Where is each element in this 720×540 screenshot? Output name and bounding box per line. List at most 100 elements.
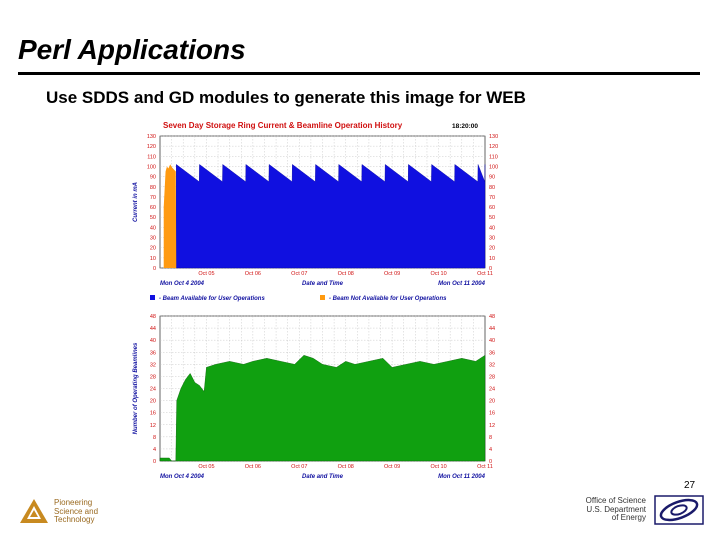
x-tick-label: Oct 08	[338, 271, 354, 277]
x-tick-label: Oct 09	[384, 464, 400, 470]
y-tick-label: 0	[153, 266, 156, 272]
chart-timestamp: 18:20:00	[452, 123, 478, 130]
footer-right-line: of Energy	[611, 513, 646, 522]
doe-office-logo-icon	[654, 495, 704, 525]
y-tick-label-right: 90	[489, 175, 495, 181]
y-tick-label-right: 30	[489, 236, 495, 242]
y-tick-label-right: 40	[489, 338, 495, 344]
footer-right: Office of Science U.S. Department of Ene…	[585, 496, 646, 523]
series-beam-available	[176, 164, 486, 269]
y-tick-label: 10	[150, 256, 156, 262]
laboratory-logo-icon	[20, 499, 48, 523]
x-tick-label: Oct 06	[245, 464, 261, 470]
x-tick-label: Oct 11	[477, 271, 493, 277]
x-end-label: Mon Oct 11 2004	[438, 474, 486, 480]
x-end-label: Mon Oct 11 2004	[438, 281, 486, 287]
x-tick-label: Oct 07	[291, 464, 307, 470]
y-tick-label: 4	[153, 447, 156, 453]
y-tick-label: 0	[153, 459, 156, 465]
slide-bullet: Use SDDS and GD modules to generate this…	[46, 88, 526, 107]
legend-label: - Beam Not Available for User Operations	[329, 296, 447, 302]
y-tick-label-right: 28	[489, 374, 495, 380]
y-tick-label-right: 16	[489, 411, 495, 417]
y-tick-label: 100	[147, 164, 156, 170]
slide-title: Perl Applications	[18, 34, 246, 65]
y-tick-label-right: 8	[489, 435, 492, 441]
footer-right-line: Office of Science	[585, 496, 646, 505]
chart-title: Seven Day Storage Ring Current & Beamlin…	[163, 121, 403, 130]
y-tick-label: 90	[150, 175, 156, 181]
y-tick-label: 50	[150, 215, 156, 221]
y-tick-label-right: 70	[489, 195, 495, 201]
y-tick-label: 20	[150, 399, 156, 405]
footer-left-line: Science and	[54, 506, 99, 516]
y-tick-label-right: 50	[489, 215, 495, 221]
y-tick-label-right: 10	[489, 256, 495, 262]
x-axis-label: Date and Time	[302, 474, 344, 480]
y-tick-label-right: 20	[489, 399, 495, 405]
storage-ring-figure: Seven Day Storage Ring Current & Beamlin…	[130, 113, 500, 488]
y-tick-label-right: 44	[489, 326, 495, 332]
y-tick-label-right: 110	[489, 154, 498, 160]
y-tick-label: 48	[150, 314, 156, 320]
y-tick-label-right: 40	[489, 225, 495, 231]
x-start-label: Mon Oct 4 2004	[160, 474, 205, 480]
x-tick-label: Oct 09	[384, 271, 400, 277]
y-tick-label-right: 60	[489, 205, 495, 211]
y-tick-label-right: 20	[489, 246, 495, 252]
y-tick-label-right: 100	[489, 164, 498, 170]
y-axis-label: Number of Operating Beamlines	[133, 342, 139, 434]
y-tick-label: 20	[150, 246, 156, 252]
title-divider	[18, 72, 700, 75]
x-start-label: Mon Oct 4 2004	[160, 281, 205, 287]
y-tick-label: 30	[150, 236, 156, 242]
y-tick-label: 28	[150, 374, 156, 380]
footer-left-line: Technology	[54, 515, 95, 524]
x-tick-label: Oct 05	[198, 271, 214, 277]
y-tick-label-right: 48	[489, 314, 495, 320]
y-tick-label: 130	[147, 134, 156, 140]
legend-swatch	[320, 295, 325, 300]
x-tick-label: Oct 06	[245, 271, 261, 277]
y-tick-label: 16	[150, 411, 156, 417]
y-tick-label-right: 0	[489, 459, 492, 465]
x-tick-label: Oct 10	[430, 271, 446, 277]
y-tick-label-right: 120	[489, 144, 498, 150]
x-axis-label: Date and Time	[302, 281, 344, 287]
footer-left: Pioneering Science and Technology	[54, 498, 99, 525]
y-tick-label: 40	[150, 225, 156, 231]
y-tick-label: 80	[150, 185, 156, 191]
y-tick-label: 12	[150, 423, 156, 429]
y-tick-label: 40	[150, 338, 156, 344]
y-tick-label: 36	[150, 350, 156, 356]
page-number: 27	[684, 480, 696, 491]
footer-left-line: Pioneering	[54, 498, 93, 507]
x-tick-label: Oct 07	[291, 271, 307, 277]
x-tick-label: Oct 08	[338, 464, 354, 470]
y-tick-label-right: 24	[489, 387, 495, 393]
y-tick-label: 60	[150, 205, 156, 211]
y-axis-label: Current in mA	[133, 182, 139, 222]
y-tick-label: 32	[150, 362, 156, 368]
y-tick-label: 44	[150, 326, 156, 332]
x-tick-label: Oct 05	[198, 464, 214, 470]
y-tick-label-right: 130	[489, 134, 498, 140]
y-tick-label-right: 36	[489, 350, 495, 356]
y-tick-label-right: 80	[489, 185, 495, 191]
y-tick-label-right: 4	[489, 447, 492, 453]
y-tick-label: 70	[150, 195, 156, 201]
y-tick-label-right: 12	[489, 423, 495, 429]
y-tick-label-right: 0	[489, 266, 492, 272]
y-tick-label: 24	[150, 387, 156, 393]
legend-label: - Beam Available for User Operations	[159, 296, 265, 302]
y-tick-label-right: 32	[489, 362, 495, 368]
x-tick-label: Oct 11	[477, 464, 493, 470]
x-tick-label: Oct 10	[430, 464, 446, 470]
footer-right-line: U.S. Department	[586, 504, 646, 514]
series-beam-not-available	[163, 164, 177, 268]
y-tick-label: 8	[153, 435, 156, 441]
legend-swatch	[150, 295, 155, 300]
series-operating-beamlines	[159, 354, 486, 462]
y-tick-label: 110	[147, 154, 156, 160]
y-tick-label: 120	[147, 144, 156, 150]
